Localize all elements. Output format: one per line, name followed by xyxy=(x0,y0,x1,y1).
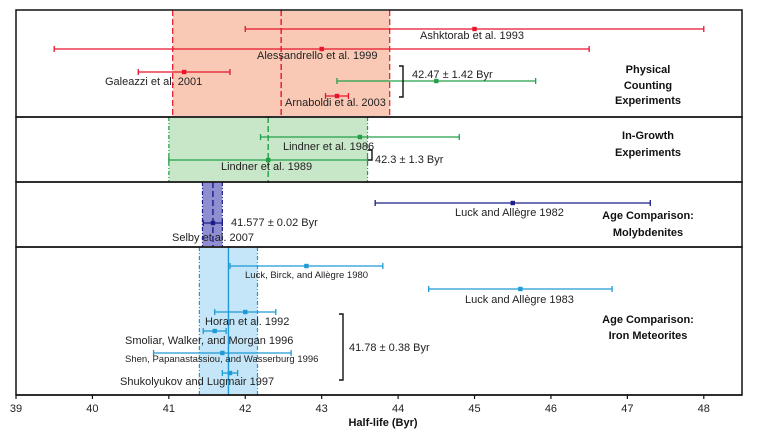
data-point-3-0 xyxy=(304,263,309,269)
section-label-0-0: Physical xyxy=(626,64,671,76)
data-point-3-4 xyxy=(220,350,225,356)
measurement-label-0-0: Ashktorab et al. 1993 xyxy=(420,30,524,42)
data-point-0-0 xyxy=(472,26,477,32)
data-point-0-2 xyxy=(181,69,187,75)
label-layer: Ashktorab et al. 1993 Alessandrello et al… xyxy=(105,30,694,388)
section-label-3-1: Iron Meteorites xyxy=(609,330,688,342)
data-point-2-0 xyxy=(510,200,515,206)
x-tick-label-0: 39 xyxy=(10,403,22,415)
measurement-label-2-1: Selby et al. 2007 xyxy=(172,232,254,244)
summary-bracket-0 xyxy=(399,65,404,98)
x-tick-label-1: 40 xyxy=(86,403,98,415)
x-axis: 39 40 41 42 43 44 45 46 47 48 Half-life (Byr) xyxy=(10,394,742,429)
summary-label-0: 42.47 ± 1.42 Byr xyxy=(412,69,493,81)
x-tick-label-9: 48 xyxy=(698,403,710,415)
section-label-3-0: Age Comparison: xyxy=(602,314,694,326)
data-point-3-2 xyxy=(243,309,248,315)
measurement-label-0-2: Galeazzi et al. 2001 xyxy=(105,76,202,88)
section-label-2-0: Age Comparison: xyxy=(602,210,694,222)
measurement-label-3-5: Shukolyukov and Lugmair 1997 xyxy=(120,376,274,388)
x-tick-label-6: 45 xyxy=(468,403,480,415)
summary-label-1: 42.3 ± 1.3 Byr xyxy=(375,154,444,166)
summary-label-3: 41.78 ± 0.38 Byr xyxy=(349,342,430,354)
data-point-0-1 xyxy=(319,46,324,52)
section-label-1-0: In-Growth xyxy=(622,130,674,142)
data-point-0-3 xyxy=(434,78,439,84)
summary-label-2: 41.577 ± 0.02 Byr xyxy=(231,217,318,229)
measurement-label-3-1: Luck and Allègre 1983 xyxy=(465,294,574,306)
data-point-1-0 xyxy=(357,134,363,140)
measurement-label-3-4: Shen, Papanastassiou, and Wasserburg 199… xyxy=(125,354,318,365)
data-point-0-4 xyxy=(334,93,340,99)
data-point-2-1 xyxy=(210,220,216,226)
measurement-label-3-3: Smoliar, Walker, and Morgan 1996 xyxy=(125,335,293,347)
x-tick-label-2: 41 xyxy=(163,403,175,415)
data-point-3-1 xyxy=(518,286,523,292)
section-label-2-1: Molybdenites xyxy=(613,227,683,239)
x-tick-label-8: 47 xyxy=(621,403,633,415)
section-label-0-1: Counting xyxy=(624,80,672,92)
measurement-label-3-2: Horan et al. 1992 xyxy=(205,316,289,328)
measurement-layer xyxy=(53,26,705,376)
measurement-label-3-0: Luck, Birck, and Allègre 1980 xyxy=(245,270,368,281)
section-label-1-1: Experiments xyxy=(615,147,681,159)
x-tick-label-3: 42 xyxy=(239,403,251,415)
summary-bracket-3 xyxy=(339,313,344,381)
x-axis-title: Half-life (Byr) xyxy=(348,417,417,429)
section-label-0-2: Experiments xyxy=(615,95,681,107)
measurement-label-1-1: Lindner et al. 1989 xyxy=(221,161,312,173)
data-point-3-5 xyxy=(227,370,233,376)
measurement-label-0-1: Alessandrello et al. 1999 xyxy=(257,50,377,62)
data-point-1-1 xyxy=(265,157,271,163)
data-point-3-3 xyxy=(212,328,217,334)
x-tick-label-4: 43 xyxy=(316,403,328,415)
summary-bracket-1 xyxy=(368,149,373,161)
x-tick-label-7: 46 xyxy=(545,403,557,415)
measurement-label-2-0: Luck and Allègre 1982 xyxy=(455,207,564,219)
measurement-label-0-4: Arnaboldi et al. 2003 xyxy=(285,97,386,109)
x-tick-label-5: 44 xyxy=(392,403,404,415)
measurement-label-1-0: Lindner et al. 1986 xyxy=(283,141,374,153)
